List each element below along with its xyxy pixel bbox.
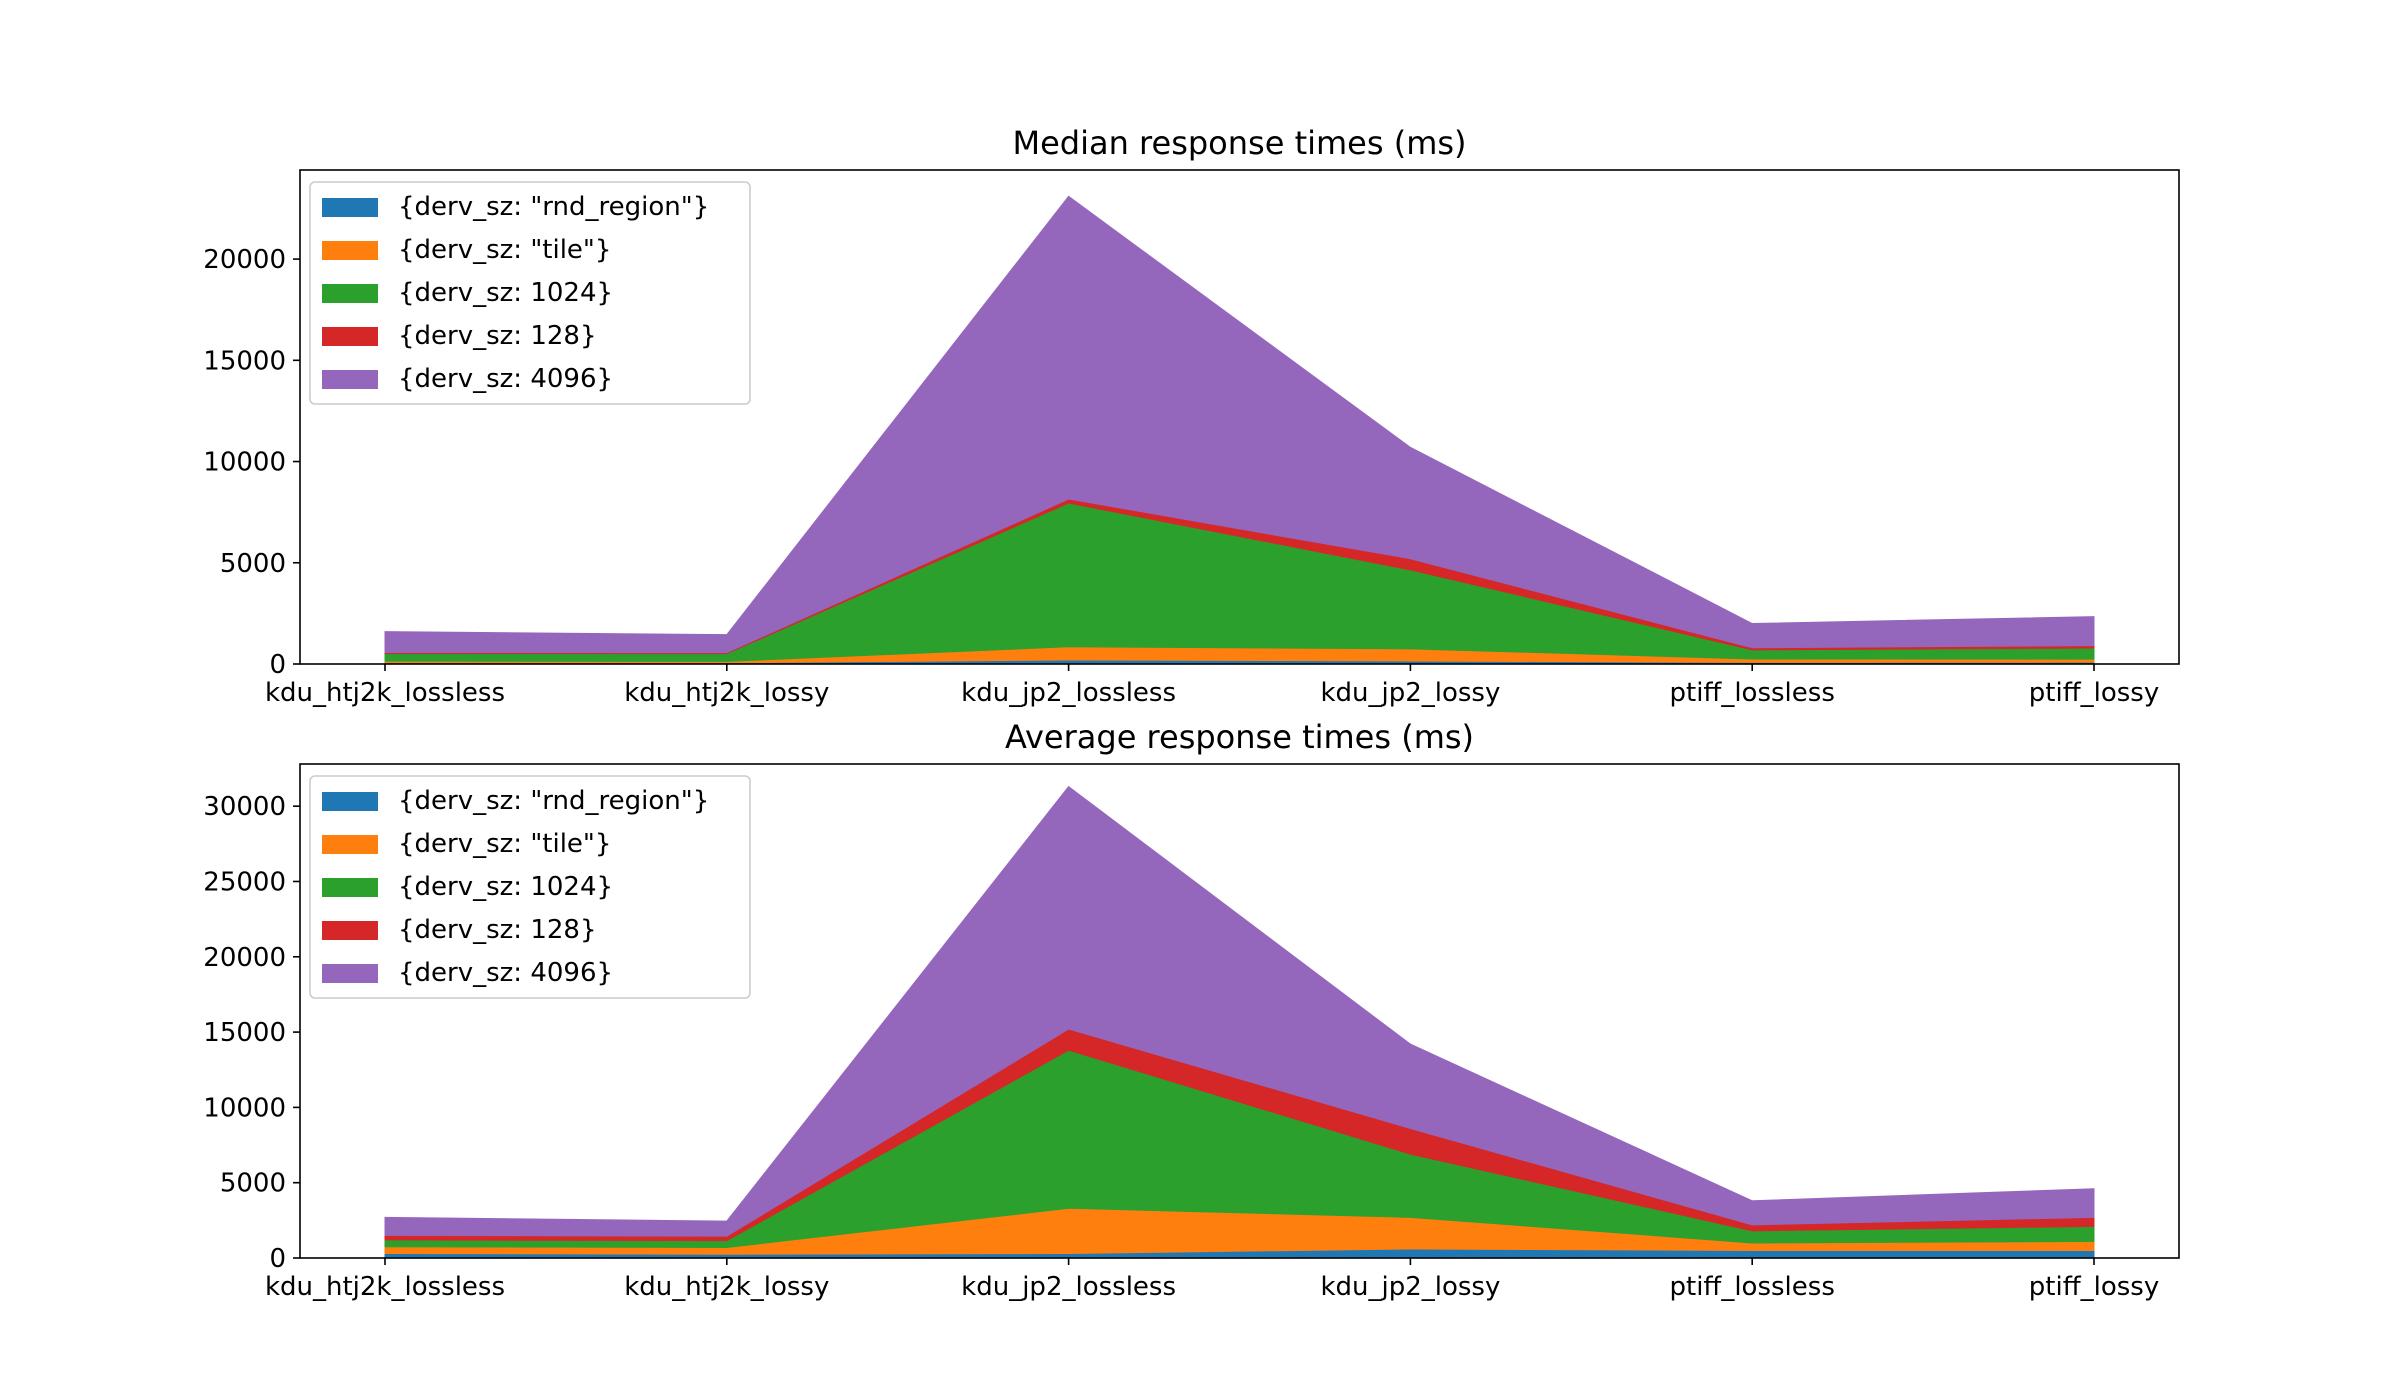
legend-box bbox=[309, 775, 751, 999]
x-tick-label: kdu_jp2_lossless bbox=[961, 678, 1176, 708]
x-tick-label: ptiff_lossless bbox=[1670, 678, 1835, 708]
x-tick-label: kdu_jp2_lossy bbox=[1320, 1272, 1500, 1302]
legend-box bbox=[309, 181, 751, 405]
y-tick-label: 5000 bbox=[220, 549, 286, 579]
y-tick-label: 20000 bbox=[203, 943, 286, 973]
legend-swatch bbox=[322, 835, 378, 854]
median-chart-panel: 0 5000 10000 15000 20000 kdu_htj2k_lossless kd… bbox=[203, 124, 2180, 708]
x-tick-label: kdu_htj2k_lossless bbox=[265, 678, 505, 708]
x-tick-label: kdu_jp2_lossless bbox=[961, 1272, 1176, 1302]
chart-title: Median response times (ms) bbox=[1012, 124, 1466, 162]
y-tick-label: 20000 bbox=[203, 245, 286, 275]
x-tick-label: kdu_jp2_lossy bbox=[1320, 678, 1500, 708]
x-tick-label: kdu_htj2k_lossy bbox=[624, 678, 829, 708]
y-tick-label: 0 bbox=[269, 650, 286, 680]
plot-frame bbox=[299, 763, 2180, 1259]
y-tick-label: 5000 bbox=[220, 1169, 286, 1199]
legend-label: {derv_sz: 4096} bbox=[398, 958, 613, 988]
legend: {derv_sz: "rnd_region"} {derv_sz: "tile"}… bbox=[309, 181, 751, 405]
legend-swatch bbox=[322, 878, 378, 897]
legend-swatch bbox=[322, 198, 378, 217]
legend-label: {derv_sz: "tile"} bbox=[398, 235, 611, 265]
y-tick-label: 25000 bbox=[203, 867, 286, 897]
legend-label: {derv_sz: 1024} bbox=[398, 872, 613, 902]
y-tick-label: 15000 bbox=[203, 346, 286, 376]
legend-swatch bbox=[322, 921, 378, 940]
legend-swatch bbox=[322, 241, 378, 260]
area-series-4 bbox=[384, 785, 2095, 1237]
y-tick-label: 10000 bbox=[203, 1093, 286, 1123]
legend-label: {derv_sz: "rnd_region"} bbox=[398, 786, 709, 816]
x-tick-label: kdu_htj2k_lossless bbox=[265, 1272, 505, 1302]
y-tick-label: 10000 bbox=[203, 448, 286, 478]
legend-label: {derv_sz: 128} bbox=[398, 915, 597, 945]
legend-label: {derv_sz: 4096} bbox=[398, 364, 613, 394]
x-tick-label: kdu_htj2k_lossy bbox=[624, 1272, 829, 1302]
y-tick-label: 30000 bbox=[203, 792, 286, 822]
legend-swatch bbox=[322, 964, 378, 983]
legend-swatch bbox=[322, 327, 378, 346]
x-tick-label: ptiff_lossy bbox=[2029, 678, 2159, 708]
legend: {derv_sz: "rnd_region"} {derv_sz: "tile"}… bbox=[309, 775, 751, 999]
legend-swatch bbox=[322, 792, 378, 811]
x-tick-label: ptiff_lossy bbox=[2029, 1272, 2159, 1302]
legend-swatch bbox=[322, 284, 378, 303]
plot-frame bbox=[299, 169, 2180, 665]
x-tick-label: ptiff_lossless bbox=[1670, 1272, 1835, 1302]
average-chart-panel: 0 5000 10000 15000 20000 25000 30000 kdu_htj2k_… bbox=[203, 718, 2180, 1302]
legend-label: {derv_sz: 128} bbox=[398, 321, 597, 351]
legend-label: {derv_sz: "rnd_region"} bbox=[398, 192, 709, 222]
y-tick-label: 0 bbox=[269, 1244, 286, 1274]
legend-swatch bbox=[322, 370, 378, 389]
y-tick-label: 15000 bbox=[203, 1018, 286, 1048]
legend-label: {derv_sz: "tile"} bbox=[398, 829, 611, 859]
legend-label: {derv_sz: 1024} bbox=[398, 278, 613, 308]
chart-title: Average response times (ms) bbox=[1005, 718, 1474, 756]
area-series-4 bbox=[384, 195, 2095, 654]
